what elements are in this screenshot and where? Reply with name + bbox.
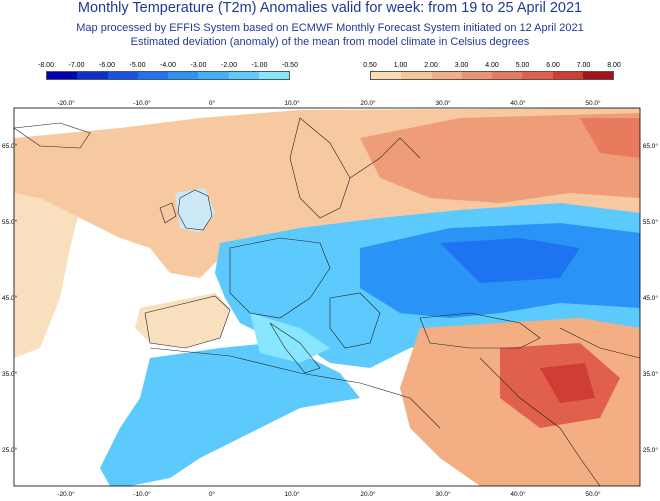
warm-anomaly-russia [360, 113, 640, 203]
graticule-label: 65.0° [2, 142, 18, 150]
cold-anomaly-north-africa [100, 343, 360, 486]
warm-anomaly-atlantic [14, 188, 80, 358]
legend-tick-label: 5.00 [515, 62, 530, 69]
map-subtitle-processing: Map processed by EFFIS System based on E… [76, 22, 584, 34]
graticule-label: 45.0° [2, 294, 18, 302]
graticule-label: -10.0° [133, 99, 151, 107]
graticule-label: 40.0° [510, 490, 526, 498]
graticule-label: 20.0° [360, 99, 376, 107]
coastlines [14, 117, 640, 486]
legend-swatch [107, 72, 138, 79]
graticule-label: 65.0° [643, 142, 659, 150]
anomaly-map: -20.0° -10.0° 0° 10.0° 20.0° 30.0° 40.0° 50.0° … [2, 99, 659, 498]
legend-swatch [77, 72, 108, 79]
graticule-label: -20.0° [57, 99, 75, 107]
legend-swatch [371, 72, 402, 79]
graticule-label: 50.0° [585, 490, 601, 498]
graticule-label: -20.0° [57, 490, 75, 498]
legend-tick-label: 7.00 [576, 62, 591, 69]
legend-tick-label: 0.50 [363, 62, 377, 69]
graticule-label: 30.0° [435, 490, 451, 498]
map-frame [13, 107, 641, 487]
legend-tick-label: -8.00 [38, 62, 54, 69]
legend-swatch [401, 72, 432, 79]
map-subtitle-units: Estimated deviation (anomaly) of the mea… [130, 36, 530, 48]
legend-swatch [431, 72, 462, 79]
legend-swatch [137, 72, 168, 79]
legend-tick-label: 1.00 [393, 62, 408, 69]
graticule-label: 0° [209, 490, 216, 498]
graticule-label: 25.0° [643, 446, 659, 454]
graticule-label: 35.0° [2, 370, 18, 378]
graticule-label: 30.0° [435, 99, 451, 107]
legend-tick-label: -7.00 [68, 62, 85, 69]
cool-anomaly-britain [175, 188, 215, 233]
legend-tick-label: 3.00 [454, 62, 469, 69]
legend-swatch [582, 72, 613, 79]
graticule-label: 55.0° [2, 218, 18, 226]
legend-swatch [552, 72, 583, 79]
graticule-label: 10.0° [284, 99, 300, 107]
legend-swatch [258, 72, 289, 79]
graticule-label: -10.0° [133, 490, 151, 498]
cold-anomaly-adriatic [250, 313, 330, 363]
graticule-label: 10.0° [284, 490, 300, 498]
legend-tick-label: -5.00 [129, 62, 146, 69]
graticule-label: 20.0° [360, 490, 376, 498]
graticule-label: 35.0° [643, 370, 659, 378]
legend-tick-label: -3.00 [190, 62, 207, 69]
legend-swatch [522, 72, 553, 79]
legend-swatch [47, 72, 78, 79]
legend-tick-label: -0.50 [282, 62, 298, 69]
graticule-label: 0° [209, 99, 216, 107]
legend-tick-label: 8.00 [607, 62, 621, 69]
legend-cold: -8.00 -7.00 -6.00 -5.00 -4.00 -3.00 -2.00 -1.00… [38, 62, 298, 80]
legend-swatch [461, 72, 492, 79]
graticule-label: 55.0° [643, 218, 659, 226]
graticule-label: 40.0° [510, 99, 526, 107]
legend-swatch [492, 72, 523, 79]
warm-anomaly-northeast-core [580, 118, 640, 158]
graticule-label: 25.0° [2, 446, 18, 454]
graticule-label: 50.0° [585, 99, 601, 107]
legend-tick-label: -6.00 [99, 62, 115, 69]
cold-anomaly-deepest [440, 238, 580, 283]
warm-anomaly-iberia [135, 293, 230, 348]
graticule-label: 45.0° [643, 294, 659, 302]
legend-tick-label: 4.00 [485, 62, 499, 69]
legend-tick-label: 2.00 [424, 62, 438, 69]
map-title: Monthly Temperature (T2m) Anomalies vali… [77, 0, 583, 16]
legend-warm: 0.50 1.00 2.00 3.00 4.00 5.00 6.00 7.00 8.00 [363, 62, 621, 80]
legend-swatch [228, 72, 259, 79]
warm-anomaly-core [540, 363, 595, 403]
legend-swatch [198, 72, 229, 79]
legend-tick-label: 6.00 [546, 62, 560, 69]
legend-tick-label: -1.00 [251, 62, 268, 69]
legend-swatch [168, 72, 199, 79]
legend-tick-label: -4.00 [160, 62, 176, 69]
legend-tick-label: -2.00 [221, 62, 237, 69]
